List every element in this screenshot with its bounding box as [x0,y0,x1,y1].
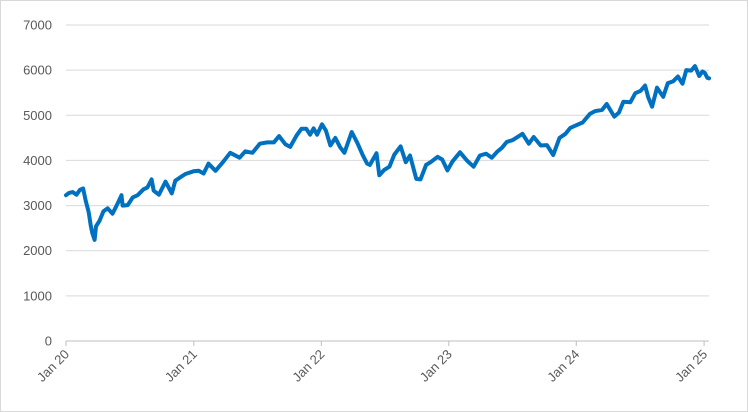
gridlines [66,24,709,297]
series-line [64,64,711,242]
series-layer [64,64,711,242]
y-tick-label: 2000 [23,243,52,258]
x-tick-label: Jan 24 [544,347,582,385]
y-tick-label: 3000 [23,198,52,213]
y-tick-label: 0 [45,334,52,349]
y-tick-label: 1000 [23,288,52,303]
x-tick-label: Jan 20 [34,347,72,385]
x-axis-ticks: Jan 20 Jan 21 Jan 22 Jan 23 Jan 24 Jan 25 [34,341,710,385]
y-tick-label: 7000 [23,18,52,33]
y-axis-ticks: 0 1000 2000 3000 4000 5000 6000 7000 [23,18,52,349]
y-tick-label: 5000 [23,108,52,123]
x-tick-label: Jan 25 [672,347,710,385]
x-tick-label: Jan 21 [162,347,200,385]
y-tick-label: 6000 [23,63,52,78]
y-tick-label: 4000 [23,153,52,168]
x-tick-label: Jan 23 [417,347,455,385]
x-tick-label: Jan 22 [289,347,327,385]
